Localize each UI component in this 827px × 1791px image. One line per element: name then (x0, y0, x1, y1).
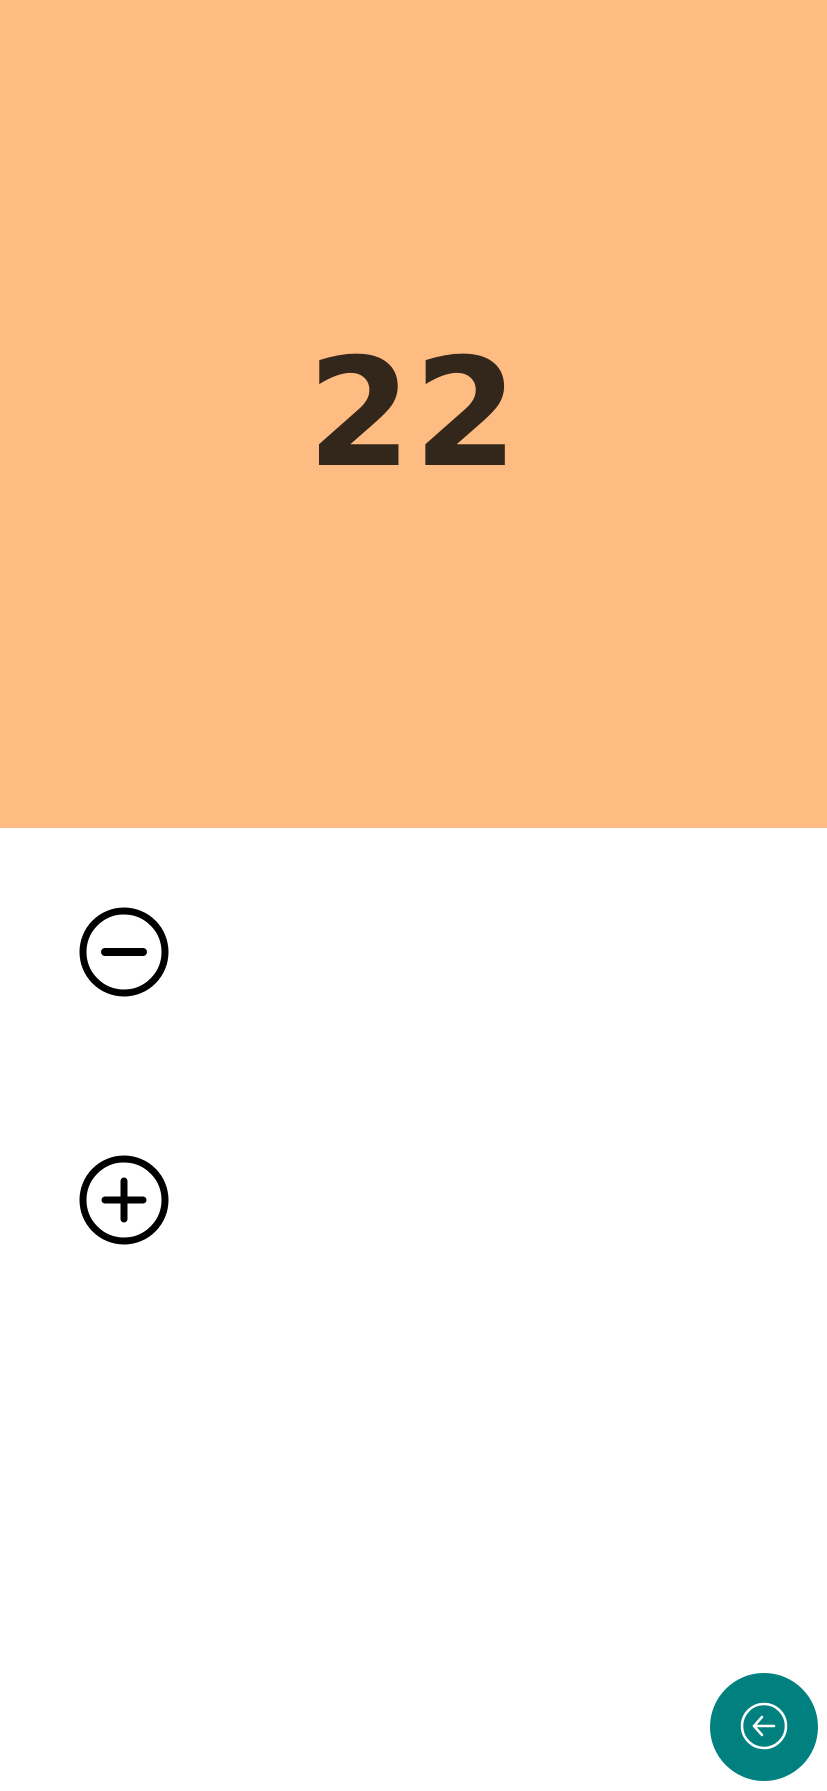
minus-circle-icon (76, 904, 172, 1000)
plus-circle-icon (76, 1152, 172, 1248)
decrement-button[interactable] (76, 904, 172, 1000)
counter-display-panel: 22 (0, 0, 827, 828)
counter-value: 22 (307, 327, 520, 501)
increment-button[interactable] (76, 1152, 172, 1248)
back-arrow-circle-icon (738, 1700, 790, 1755)
back-fab-button[interactable] (710, 1673, 818, 1781)
